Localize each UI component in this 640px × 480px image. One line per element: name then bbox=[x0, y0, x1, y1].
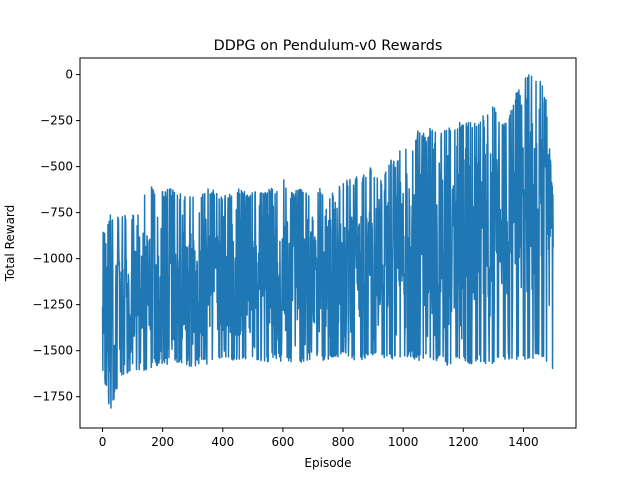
x-tick-label: 200 bbox=[151, 435, 174, 449]
x-tick-label: 1400 bbox=[508, 435, 539, 449]
y-tick-label: −250 bbox=[40, 114, 73, 128]
y-tick-label: −750 bbox=[40, 206, 73, 220]
y-tick-label: −1750 bbox=[32, 390, 73, 404]
x-tick-label: 400 bbox=[211, 435, 234, 449]
x-tick-label: 1200 bbox=[448, 435, 479, 449]
y-tick-label: −1500 bbox=[32, 344, 73, 358]
x-tick-label: 1000 bbox=[388, 435, 419, 449]
x-tick-label: 0 bbox=[99, 435, 107, 449]
y-tick-label: 0 bbox=[65, 68, 73, 82]
x-axis-label: Episode bbox=[304, 456, 351, 470]
series-layer bbox=[101, 74, 554, 409]
plot-area bbox=[79, 57, 577, 429]
reward-series-line bbox=[101, 74, 554, 409]
y-tick-label: −1000 bbox=[32, 252, 73, 266]
chart-title: DDPG on Pendulum-v0 Rewards bbox=[214, 38, 443, 54]
x-axis: 0 200 400 600 800 1000 1200 1400 bbox=[99, 428, 539, 449]
y-axis-label: Total Reward bbox=[3, 205, 17, 283]
y-axis: 0 −250 −500 −750 −1000 −1250 −1500 −1750 bbox=[32, 68, 80, 404]
y-tick-label: −1250 bbox=[32, 298, 73, 312]
y-tick-label: −500 bbox=[40, 160, 73, 174]
plot-frame bbox=[79, 57, 577, 429]
x-tick-label: 600 bbox=[271, 435, 294, 449]
x-tick-label: 800 bbox=[332, 435, 355, 449]
